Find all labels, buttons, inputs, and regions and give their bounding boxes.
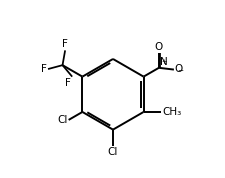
Text: F: F — [62, 39, 68, 49]
Text: −: − — [176, 68, 182, 74]
Text: F: F — [40, 64, 46, 74]
Text: Cl: Cl — [57, 115, 68, 125]
Text: CH₃: CH₃ — [161, 107, 180, 117]
Text: +: + — [160, 59, 166, 65]
Text: Cl: Cl — [107, 146, 118, 157]
Text: O: O — [174, 64, 182, 74]
Text: F: F — [65, 78, 71, 88]
Text: N: N — [159, 57, 167, 67]
Text: O: O — [154, 42, 162, 52]
